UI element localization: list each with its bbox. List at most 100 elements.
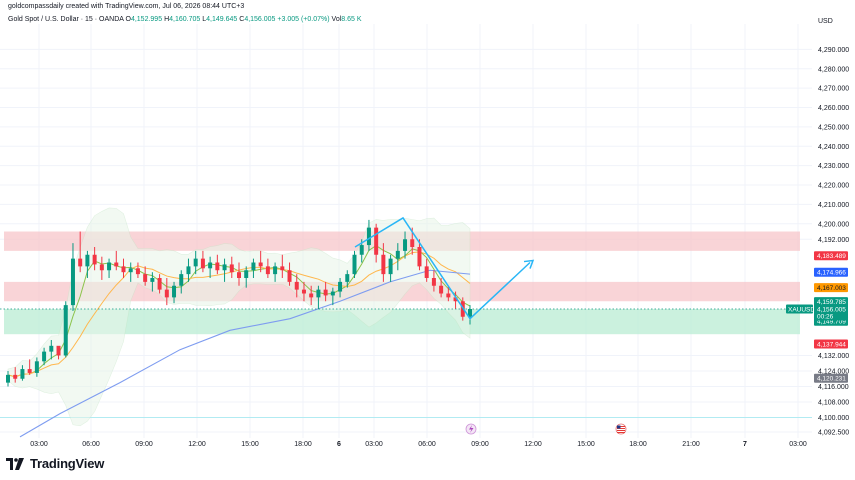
candle[interactable] (265, 258, 270, 278)
candle[interactable] (352, 250, 357, 278)
candle[interactable] (244, 266, 249, 288)
y-tick-label: 4,270.000 (818, 86, 849, 93)
price-tag[interactable]: 4,183.489 (814, 251, 848, 261)
x-tick-label: 03:00 (365, 441, 383, 448)
candle[interactable] (208, 256, 213, 278)
candle[interactable] (121, 258, 126, 278)
candle[interactable] (431, 270, 436, 292)
candle[interactable] (99, 256, 104, 280)
x-tick-label: 6 (337, 441, 341, 448)
x-tick-label: 09:00 (471, 441, 489, 448)
candle[interactable] (6, 371, 10, 387)
candle[interactable] (114, 250, 119, 271)
candle[interactable] (374, 223, 379, 263)
candle[interactable] (172, 281, 177, 304)
candle[interactable] (13, 367, 18, 383)
candle[interactable] (323, 281, 328, 302)
candle[interactable] (63, 301, 68, 358)
change-value: +3.005 (+0.07%) (277, 16, 330, 23)
candle[interactable] (468, 305, 472, 325)
candles[interactable] (6, 219, 472, 387)
candle[interactable] (280, 254, 285, 278)
price-tag[interactable]: 4,120.231 (814, 373, 848, 383)
candle[interactable] (215, 254, 220, 275)
drawing-tools[interactable] (0, 216, 812, 320)
candle[interactable] (345, 270, 350, 288)
y-tick-label: 4,108.000 (818, 400, 849, 407)
candle[interactable] (301, 281, 306, 302)
candle[interactable] (200, 250, 205, 273)
candle[interactable] (309, 285, 314, 306)
candle[interactable] (128, 262, 133, 282)
candle[interactable] (453, 291, 458, 309)
candle[interactable] (287, 262, 292, 286)
candle[interactable] (330, 287, 335, 306)
projection-path[interactable] (354, 216, 531, 320)
candle[interactable] (395, 243, 400, 271)
y-tick-label: 4,280.000 (818, 66, 849, 73)
price-tag[interactable]: 4,159.785 (814, 297, 848, 307)
tradingview-logo[interactable]: TradingView (6, 456, 104, 471)
us-flag-event-icon[interactable] (615, 423, 627, 435)
candle[interactable] (49, 340, 54, 360)
candle[interactable] (85, 250, 90, 278)
candle[interactable] (42, 347, 47, 366)
candle[interactable] (424, 258, 429, 282)
candle[interactable] (143, 266, 148, 286)
candle[interactable] (56, 345, 61, 360)
projection-arrow[interactable] (523, 259, 535, 269)
candle[interactable] (186, 258, 191, 282)
y-axis[interactable]: USD 4,290.000 4,280.000 4,270.000 4,260.000… (818, 18, 849, 437)
candle[interactable] (237, 262, 241, 286)
candle[interactable] (164, 278, 169, 306)
x-tick-label: 18:00 (629, 441, 647, 448)
candle[interactable] (229, 256, 234, 278)
x-tick-label: 06:00 (82, 441, 100, 448)
candle[interactable] (417, 239, 422, 271)
candle[interactable] (135, 262, 140, 279)
candle[interactable] (273, 262, 278, 282)
event-markers[interactable] (465, 423, 627, 435)
candle[interactable] (338, 278, 343, 298)
candle[interactable] (366, 219, 371, 251)
candle[interactable] (157, 274, 162, 294)
candle[interactable] (388, 254, 393, 282)
zone-demand[interactable] (4, 309, 800, 335)
candle[interactable] (316, 285, 321, 309)
candle[interactable] (34, 357, 39, 377)
svg-text:4,167.003: 4,167.003 (817, 285, 846, 292)
svg-text:4,183.489: 4,183.489 (817, 253, 846, 260)
price-tag[interactable]: 4,167.003 (814, 283, 848, 293)
currency-label: USD (818, 18, 833, 25)
candle[interactable] (92, 247, 97, 271)
lightning-event-icon[interactable] (465, 423, 477, 435)
open-label: O (125, 16, 131, 23)
vol-value: 8.65 K (341, 16, 362, 23)
candle[interactable] (446, 285, 451, 302)
svg-text:4,149.709: 4,149.709 (817, 319, 846, 326)
candle[interactable] (179, 270, 184, 294)
candle[interactable] (193, 250, 198, 275)
price-tag[interactable]: 4,174.966 (814, 267, 848, 277)
x-axis[interactable]: 03:00 06:00 09:00 12:00 15:00 18:00 6 03:00 06:0… (30, 441, 807, 448)
price-tag[interactable]: 4,137.944 (814, 339, 848, 349)
candle[interactable] (403, 231, 408, 259)
candle[interactable] (258, 250, 263, 273)
candle[interactable] (294, 274, 299, 298)
x-tick-label: 15:00 (577, 441, 595, 448)
symbol-name[interactable]: Gold Spot / U.S. Dollar · 15 · OANDA (8, 16, 124, 23)
candle[interactable] (222, 258, 227, 282)
candle[interactable] (20, 365, 25, 381)
symbol-tag-text: XAUUSD (788, 306, 815, 313)
y-tick-label: 4,290.000 (818, 47, 849, 54)
candle[interactable] (150, 272, 155, 292)
candle[interactable] (381, 243, 386, 282)
candle[interactable] (78, 231, 83, 273)
candle[interactable] (251, 258, 256, 278)
candle[interactable] (107, 258, 112, 278)
candle[interactable] (70, 243, 75, 311)
candle[interactable] (27, 359, 32, 375)
candle[interactable] (439, 278, 444, 298)
